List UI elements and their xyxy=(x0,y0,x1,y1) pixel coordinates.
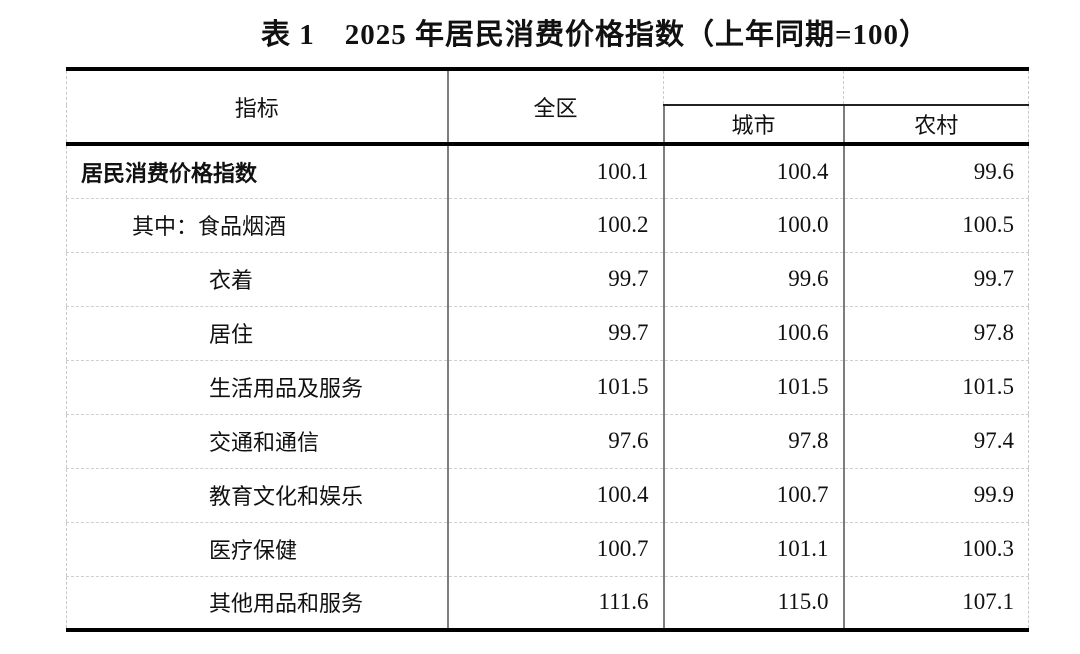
row-label: 生活用品及服务 xyxy=(66,359,448,414)
value-region: 99.7 xyxy=(446,251,664,306)
table-row: 医疗保健 100.7 101.1 100.3 xyxy=(66,521,1029,576)
table-row: 生活用品及服务 101.5 101.5 101.5 xyxy=(66,359,1029,414)
value-urban: 100.4 xyxy=(662,144,844,198)
row-label: 其他用品和服务 xyxy=(66,575,448,630)
value-urban: 99.6 xyxy=(662,251,844,306)
table-row: 居住 99.7 100.6 97.8 xyxy=(66,305,1029,360)
value-urban: 115.0 xyxy=(662,575,844,630)
value-region: 100.4 xyxy=(446,467,664,522)
table-row: 交通和通信 97.6 97.8 97.4 xyxy=(66,413,1029,468)
value-region: 97.6 xyxy=(446,413,664,468)
table-row: 居民消费价格指数 100.1 100.4 99.6 xyxy=(67,144,1029,198)
table-row: 教育文化和娱乐 100.4 100.7 99.9 xyxy=(66,467,1029,522)
table-header: 指标 全区 城市 农村 xyxy=(66,69,1029,146)
table-title: 表 1 2025 年居民消费价格指数（上年同期=100） xyxy=(260,19,930,51)
value-rural: 107.1 xyxy=(842,575,1029,630)
value-urban: 97.8 xyxy=(662,413,844,468)
value-rural: 97.8 xyxy=(842,305,1029,360)
value-region: 101.5 xyxy=(446,359,664,414)
value-rural: 97.4 xyxy=(842,413,1029,468)
row-label: 医疗保健 xyxy=(66,521,448,576)
value-rural: 99.9 xyxy=(842,467,1029,522)
header-row-top: 指标 全区 xyxy=(66,69,1029,146)
row-label: 教育文化和娱乐 xyxy=(66,467,448,522)
header-region: 全区 xyxy=(446,69,664,146)
header-spacer-rural xyxy=(843,69,1029,106)
value-region: 99.7 xyxy=(446,305,664,360)
value-rural: 100.3 xyxy=(842,521,1029,576)
value-rural: 100.5 xyxy=(842,197,1029,252)
value-rural: 99.7 xyxy=(842,251,1029,306)
value-region: 100.1 xyxy=(446,144,664,198)
table-body: 居民消费价格指数 100.1 100.4 99.6 其中：食品烟酒 100.2 100.0 1… xyxy=(66,144,1029,630)
row-label: 交通和通信 xyxy=(66,413,448,468)
header-urban: 城市 xyxy=(662,105,844,146)
row-label: 居民消费价格指数 xyxy=(81,160,258,186)
value-urban: 100.6 xyxy=(662,305,844,360)
value-urban: 101.5 xyxy=(662,359,844,414)
header-row-sub: 城市 农村 xyxy=(67,105,1029,146)
table-row: 衣着 99.7 99.6 99.7 xyxy=(66,251,1029,306)
value-urban: 101.1 xyxy=(662,521,844,576)
value-urban: 100.7 xyxy=(662,467,844,522)
row-label: 其中：食品烟酒 xyxy=(66,197,448,252)
header-indicator: 指标 xyxy=(66,69,448,146)
table-row: 其他用品和服务 111.6 115.0 107.1 xyxy=(66,575,1029,630)
row-label: 衣着 xyxy=(66,251,448,306)
value-urban: 100.0 xyxy=(662,197,844,252)
value-rural: 99.6 xyxy=(842,144,1029,198)
header-spacer-urban xyxy=(663,69,844,106)
row-label: 居住 xyxy=(66,305,448,360)
value-rural: 101.5 xyxy=(842,359,1029,414)
value-region: 100.7 xyxy=(446,521,664,576)
cpi-table: 指标 全区 城市 农村 居民消费价格指数 100.1 100.4 99.6 其中：食品烟… xyxy=(66,67,1029,632)
table-row: 其中：食品烟酒 100.2 100.0 100.5 xyxy=(66,197,1029,252)
header-rural: 农村 xyxy=(842,105,1029,146)
value-region: 111.6 xyxy=(446,575,664,630)
document-page: 表 1 2025 年居民消费价格指数（上年同期=100） 指标 全区 城市 农村… xyxy=(0,18,1080,654)
value-region: 100.2 xyxy=(446,197,664,252)
